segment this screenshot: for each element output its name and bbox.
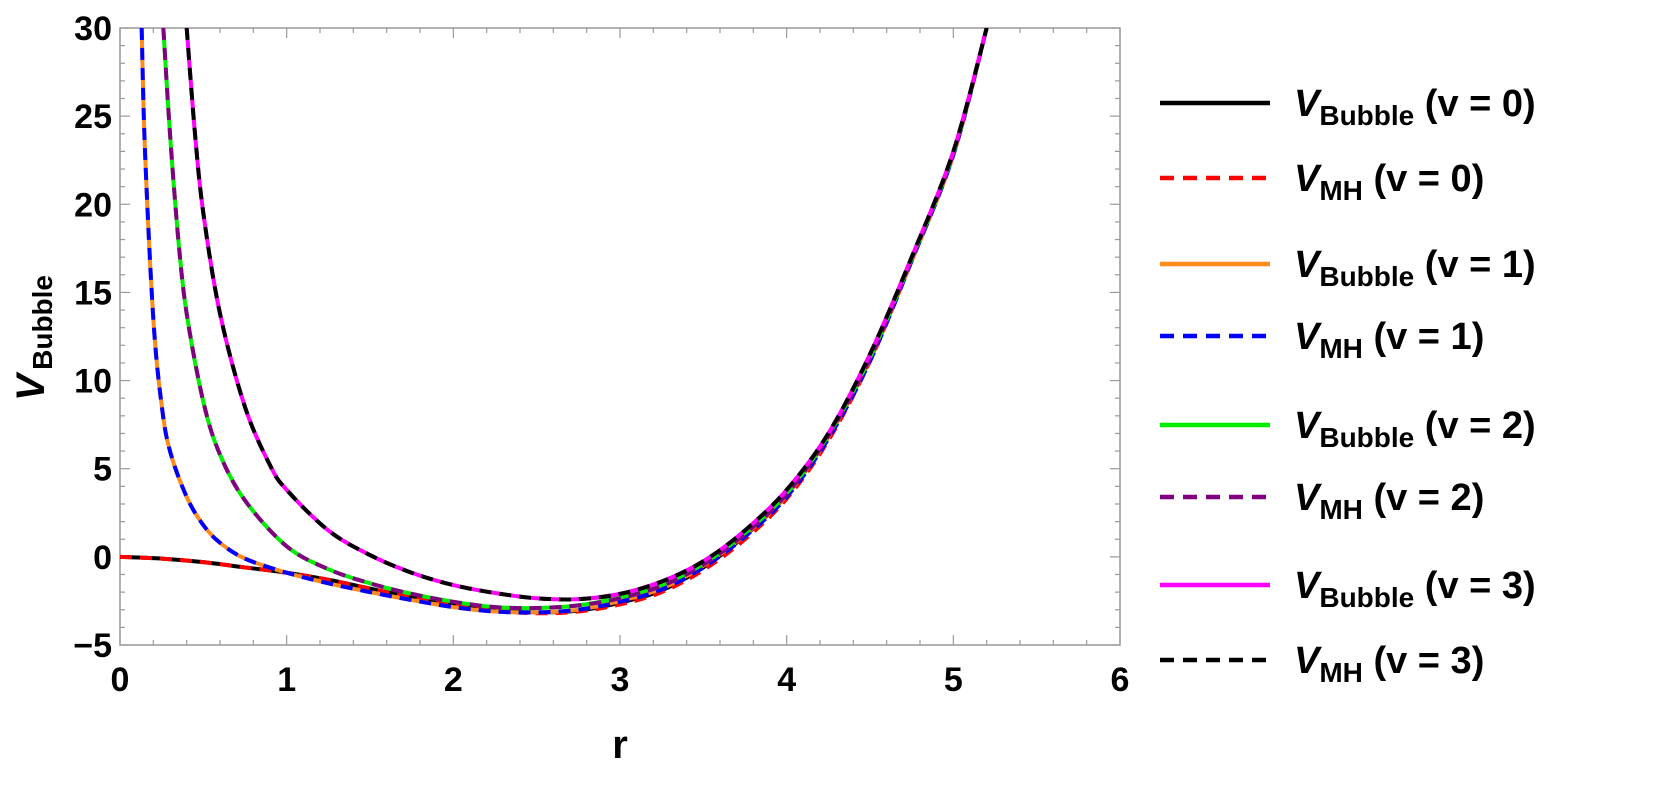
y-tick-label: 25	[74, 98, 112, 136]
legend-label-tail: (v = 1)	[1363, 316, 1484, 358]
legend-label-main: V	[1294, 83, 1322, 125]
legend-label-main: V	[1294, 316, 1322, 358]
plot-frame	[119, 27, 1121, 646]
legend-label-sub: MH	[1319, 494, 1363, 525]
legend-label-sub: Bubble	[1319, 422, 1414, 453]
legend-label-main: V	[1294, 640, 1322, 682]
y-axis-title-sub: Bubble	[27, 275, 58, 370]
x-tick-label: 4	[777, 661, 796, 699]
x-tick-label: 3	[611, 661, 630, 699]
x-tick-label: 6	[1111, 661, 1130, 699]
legend-label-sub: Bubble	[1319, 100, 1414, 131]
y-tick-label: 20	[74, 186, 112, 224]
legend-label-7: VMH (v = 3)	[1294, 640, 1484, 688]
legend-label-tail: (v = 3)	[1363, 640, 1484, 682]
x-axis-title: r	[612, 723, 628, 767]
legend-label-sub: Bubble	[1319, 261, 1414, 292]
y-tick-label: 10	[74, 363, 112, 401]
svg-text:V Bubble: V Bubble	[9, 275, 58, 401]
legend-label-2: VBubble (v = 1)	[1294, 244, 1536, 292]
legend: VBubble (v = 0)VMH (v = 0)VBubble (v = 1…	[1160, 83, 1536, 688]
legend-label-tail: (v = 0)	[1414, 83, 1535, 125]
series-layer	[120, 28, 989, 616]
legend-label-tail: (v = 2)	[1414, 405, 1535, 447]
x-tick-label: 2	[444, 661, 463, 699]
legend-label-tail: (v = 1)	[1414, 244, 1535, 286]
legend-label-main: V	[1294, 158, 1322, 200]
legend-label-sub: MH	[1319, 333, 1363, 364]
legend-label-tail: (v = 3)	[1414, 565, 1535, 607]
y-tick-label: 0	[93, 539, 112, 577]
legend-label-main: V	[1294, 244, 1322, 286]
legend-label-4: VBubble (v = 2)	[1294, 405, 1536, 453]
y-tick-label: 5	[93, 451, 112, 489]
y-tick-label: 30	[74, 10, 112, 48]
legend-label-sub: MH	[1319, 657, 1363, 688]
legend-label-tail: (v = 2)	[1363, 477, 1484, 519]
legend-label-3: VMH (v = 1)	[1294, 316, 1484, 364]
legend-label-tail: (v = 0)	[1363, 158, 1484, 200]
legend-label-main: V	[1294, 565, 1322, 607]
legend-label-0: VBubble (v = 0)	[1294, 83, 1536, 131]
legend-label-sub: Bubble	[1319, 582, 1414, 613]
series-line-7	[184, 28, 989, 602]
y-tick-label: 15	[74, 274, 112, 312]
axis-ticks	[119, 27, 1121, 646]
y-axis-title: V Bubble	[9, 275, 58, 401]
y-axis-title-main: V	[9, 371, 53, 401]
y-tick-label: −5	[73, 627, 112, 665]
x-tick-label: 1	[277, 661, 296, 699]
legend-label-6: VBubble (v = 3)	[1294, 565, 1536, 613]
legend-label-1: VMH (v = 0)	[1294, 158, 1484, 206]
legend-label-5: VMH (v = 2)	[1294, 477, 1484, 525]
legend-label-main: V	[1294, 405, 1322, 447]
legend-label-sub: MH	[1319, 175, 1363, 206]
legend-label-main: V	[1294, 477, 1322, 519]
x-tick-label: 5	[944, 661, 963, 699]
x-tick-label: 0	[111, 661, 130, 699]
